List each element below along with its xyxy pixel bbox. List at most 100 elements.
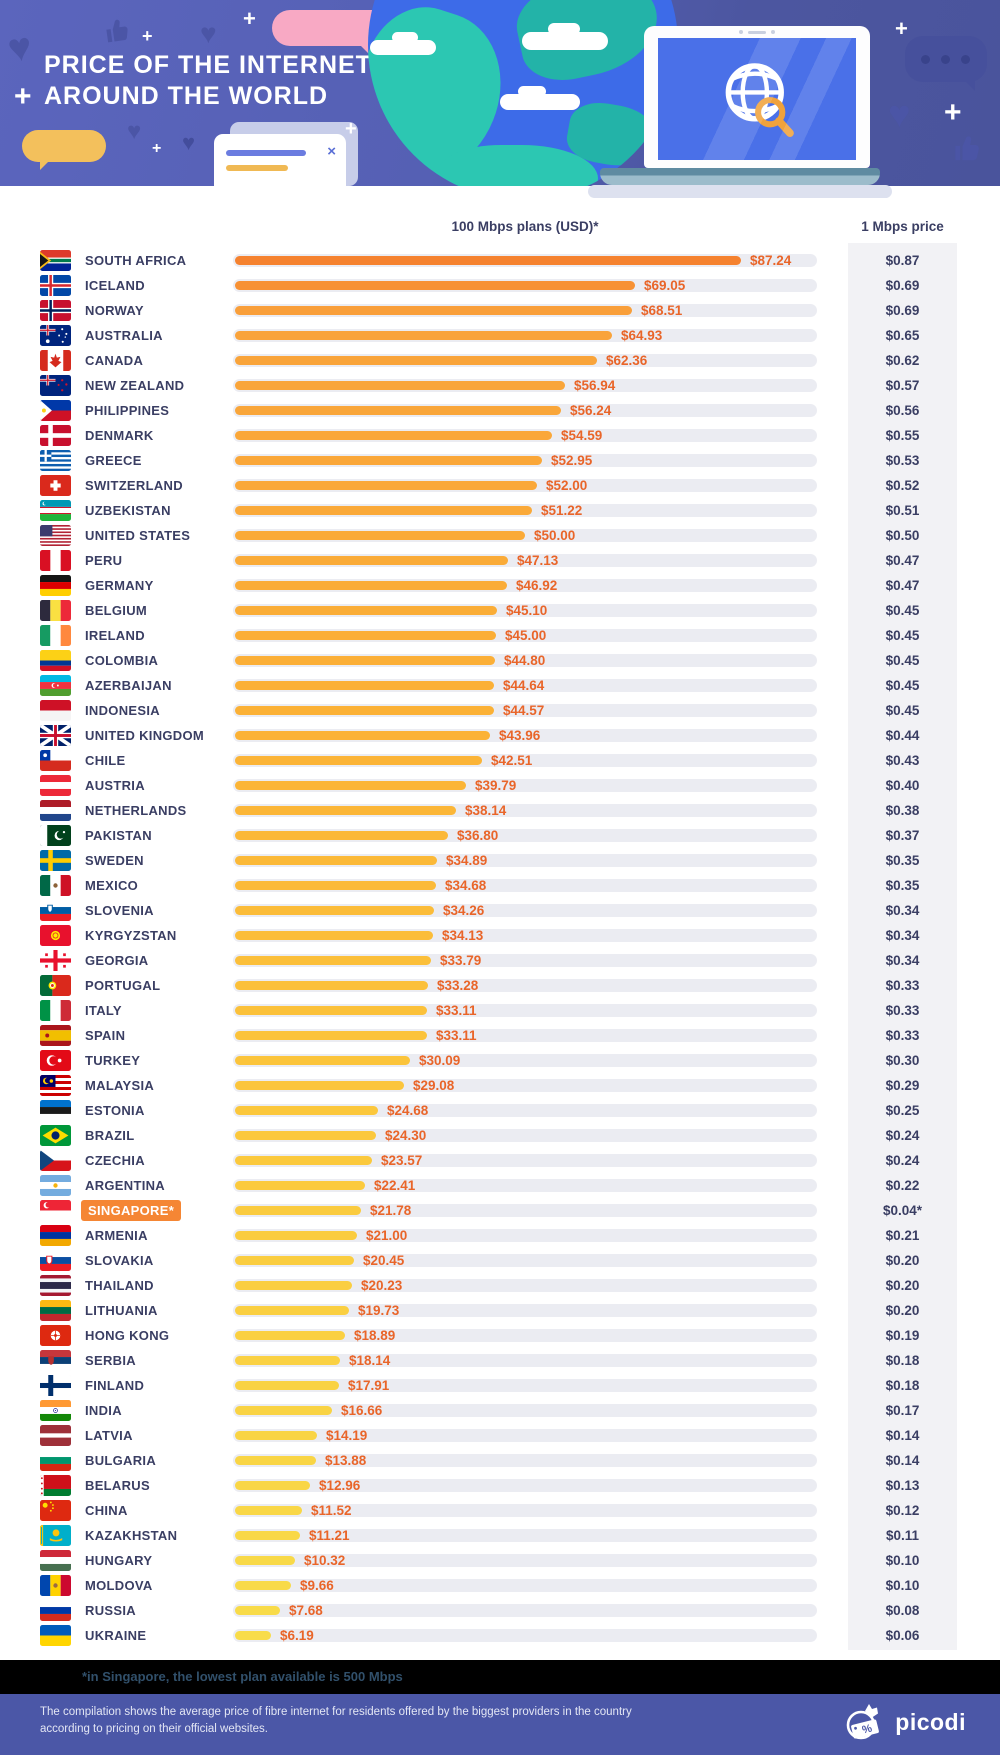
country-row: CHILE $42.51 $0.43 xyxy=(0,748,1000,773)
country-label: LATVIA xyxy=(85,1428,133,1443)
mbps-price: $0.65 xyxy=(885,328,920,343)
mbps-price: $0.20 xyxy=(885,1253,920,1268)
price-bar-track xyxy=(233,779,817,792)
flag-icon xyxy=(40,525,71,546)
price-bar-track xyxy=(233,1304,817,1317)
flag-icon xyxy=(40,325,71,346)
mbps-price: $0.51 xyxy=(885,503,920,518)
price-bar xyxy=(235,756,482,765)
price-bar xyxy=(235,1431,317,1440)
country-label: AUSTRALIA xyxy=(85,328,163,343)
mbps-price: $0.14 xyxy=(885,1453,920,1468)
price-label: $56.94 xyxy=(574,378,616,393)
price-bar-track xyxy=(233,679,817,692)
price-label: $14.19 xyxy=(326,1428,368,1443)
price-bar xyxy=(235,831,448,840)
country-label: CZECHIA xyxy=(85,1153,145,1168)
country-row: AUSTRIA $39.79 $0.40 xyxy=(0,773,1000,798)
country-row: MALAYSIA $29.08 $0.29 xyxy=(0,1073,1000,1098)
price-bar xyxy=(235,1206,361,1215)
flag-icon xyxy=(40,1100,71,1121)
flag-icon xyxy=(40,825,71,846)
flag-icon xyxy=(40,275,71,296)
price-bar xyxy=(235,1606,280,1615)
footnote-text: *in Singapore, the lowest plan available… xyxy=(82,1669,403,1684)
country-row: ESTONIA $24.68 $0.25 xyxy=(0,1098,1000,1123)
page-title: PRICE OF THE INTERNET AROUND THE WORLD xyxy=(44,51,372,110)
flag-icon xyxy=(40,725,71,746)
country-row: LITHUANIA $19.73 $0.20 xyxy=(0,1298,1000,1323)
price-bar-track xyxy=(233,1554,817,1567)
price-bar-track xyxy=(233,1429,817,1442)
country-label: RUSSIA xyxy=(85,1603,136,1618)
flag-icon xyxy=(40,1175,71,1196)
country-label: UKRAINE xyxy=(85,1628,147,1643)
price-label: $36.80 xyxy=(457,828,499,843)
price-bar-track xyxy=(233,1179,817,1192)
country-label: PORTUGAL xyxy=(85,978,161,993)
mbps-price: $0.50 xyxy=(885,528,920,543)
country-label: UNITED STATES xyxy=(85,528,191,543)
price-bar-track xyxy=(233,254,817,267)
country-label: TURKEY xyxy=(85,1053,141,1068)
country-row: GEORGIA $33.79 $0.34 xyxy=(0,948,1000,973)
country-row: MEXICO $34.68 $0.35 xyxy=(0,873,1000,898)
price-label: $52.00 xyxy=(546,478,588,493)
price-bar xyxy=(235,1256,354,1265)
country-label: IRELAND xyxy=(85,628,145,643)
flag-icon xyxy=(40,950,71,971)
mbps-price: $0.17 xyxy=(885,1403,920,1418)
country-row: SWITZERLAND $52.00 $0.52 xyxy=(0,473,1000,498)
price-label: $17.91 xyxy=(348,1378,390,1393)
price-bar-track xyxy=(233,1354,817,1367)
picodi-logo-icon: % xyxy=(846,1704,880,1740)
country-label: COLOMBIA xyxy=(85,653,159,668)
country-row: INDONESIA $44.57 $0.45 xyxy=(0,698,1000,723)
price-bar-track xyxy=(233,954,817,967)
price-label: $30.09 xyxy=(419,1053,461,1068)
price-bar xyxy=(235,1531,300,1540)
footer-note: The compilation shows the average price … xyxy=(40,1706,632,1735)
country-label: CHINA xyxy=(85,1503,128,1518)
mbps-price: $0.69 xyxy=(885,303,920,318)
bars-column-header: 100 Mbps plans (USD)* xyxy=(451,219,599,234)
price-label: $34.68 xyxy=(445,878,487,893)
price-label: $33.79 xyxy=(440,953,482,968)
flag-icon xyxy=(40,1525,71,1546)
country-label: SLOVAKIA xyxy=(85,1253,154,1268)
country-label: SWEDEN xyxy=(85,853,144,868)
price-label: $54.59 xyxy=(561,428,603,443)
mbps-price: $0.04* xyxy=(882,1203,923,1218)
heart-icon: ♥ xyxy=(182,130,196,155)
flag-icon xyxy=(40,1000,71,1021)
price-bar-track xyxy=(233,579,817,592)
mbps-price: $0.10 xyxy=(885,1578,920,1593)
price-bar-track xyxy=(233,1004,817,1017)
mbps-price: $0.33 xyxy=(885,978,920,993)
flag-icon xyxy=(40,575,71,596)
price-bar-track xyxy=(233,429,817,442)
flag-icon xyxy=(40,925,71,946)
country-label: AUSTRIA xyxy=(85,778,145,793)
country-label: SPAIN xyxy=(85,1028,126,1043)
flag-icon xyxy=(40,875,71,896)
country-row: SLOVAKIA $20.45 $0.20 xyxy=(0,1248,1000,1273)
flag-icon xyxy=(40,1050,71,1071)
heart-icon: ♥ xyxy=(4,24,35,72)
speech-bubble-icon xyxy=(22,130,106,170)
price-bar-track xyxy=(233,604,817,617)
country-label: SOUTH AFRICA xyxy=(85,253,187,268)
plus-icon: + xyxy=(243,6,256,31)
mbps-price: $0.45 xyxy=(885,603,920,618)
country-label: BRAZIL xyxy=(85,1128,135,1143)
price-bar xyxy=(235,356,597,365)
mbps-price: $0.25 xyxy=(885,1103,920,1118)
flag-icon xyxy=(40,650,71,671)
mbps-price: $0.29 xyxy=(885,1078,920,1093)
price-label: $18.89 xyxy=(354,1328,396,1343)
country-row: BULGARIA $13.88 $0.14 xyxy=(0,1448,1000,1473)
price-label: $34.89 xyxy=(446,853,488,868)
mbps-price: $0.34 xyxy=(885,928,920,943)
flag-icon xyxy=(40,1075,71,1096)
